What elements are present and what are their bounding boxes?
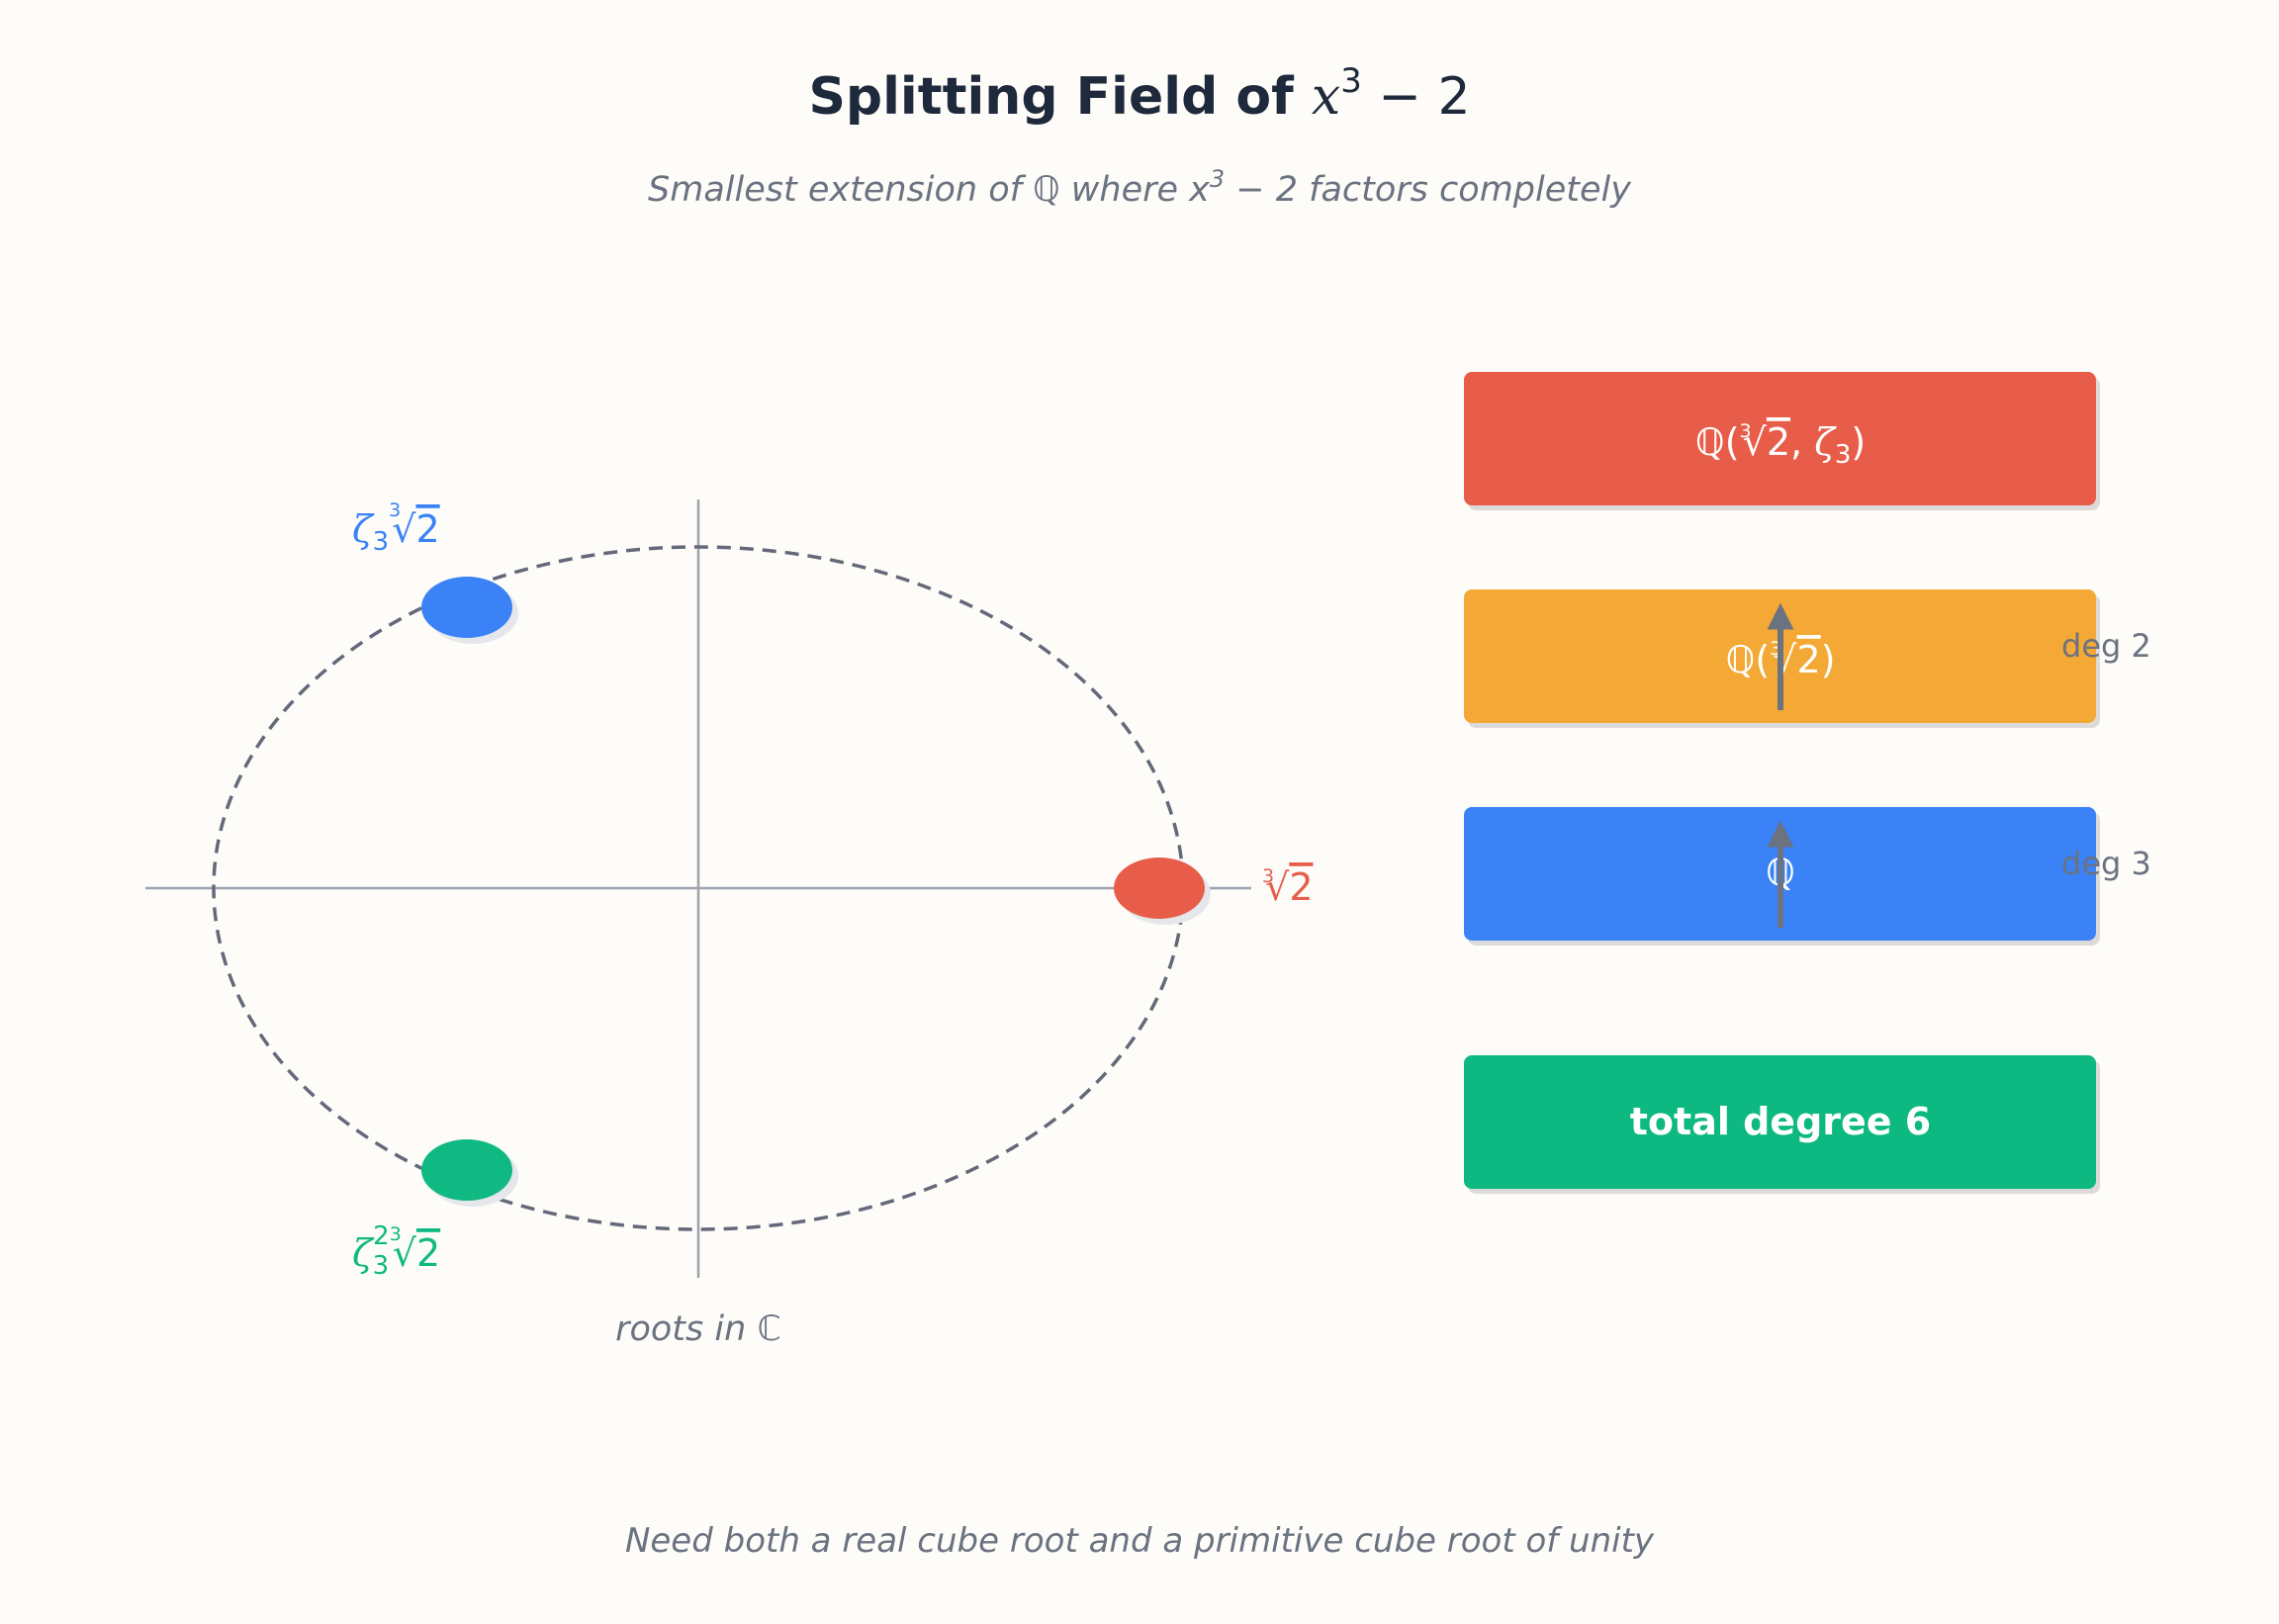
root-upper: ζ33√2 (352, 499, 518, 644)
root-upper-dot (421, 577, 512, 638)
root-real-label: 3√2 (1262, 865, 1314, 909)
page-title: Splitting Field of x3 − 2 (808, 61, 1470, 127)
root-lower-dot (421, 1139, 512, 1201)
root-lower-label: ζ323√2 (352, 1221, 440, 1281)
footer-note: Need both a real cube root and a primiti… (625, 1521, 1655, 1561)
total-degree-label: total degree 6 (1630, 1100, 1931, 1143)
degree-label-lower: deg 3 (2061, 845, 2151, 882)
subtitle: Smallest extension of ℚ where x3 − 2 fac… (648, 165, 1632, 210)
degree-label-upper: deg 2 (2061, 627, 2151, 665)
tower-box-splitting-field: ℚ(3√2, ζ3) (1464, 372, 2096, 505)
root-lower: ζ323√2 (352, 1139, 518, 1281)
roots-caption: roots in ℂ (615, 1309, 781, 1349)
root-real: 3√2 (1114, 857, 1314, 925)
tower-label-splitting-field: ℚ(3√2, ζ3) (1695, 420, 1866, 470)
root-upper-label: ζ33√2 (352, 499, 440, 557)
total-degree-box: total degree 6 (1464, 1055, 2096, 1189)
root-real-dot (1114, 857, 1205, 919)
field-tower: ℚ(3√2, ζ3) ℚ(3√2) ℚ deg 2 deg 3 total de… (1464, 372, 2151, 1189)
complex-plane: 3√2 ζ33√2 ζ323√2 roots in ℂ (145, 499, 1314, 1349)
